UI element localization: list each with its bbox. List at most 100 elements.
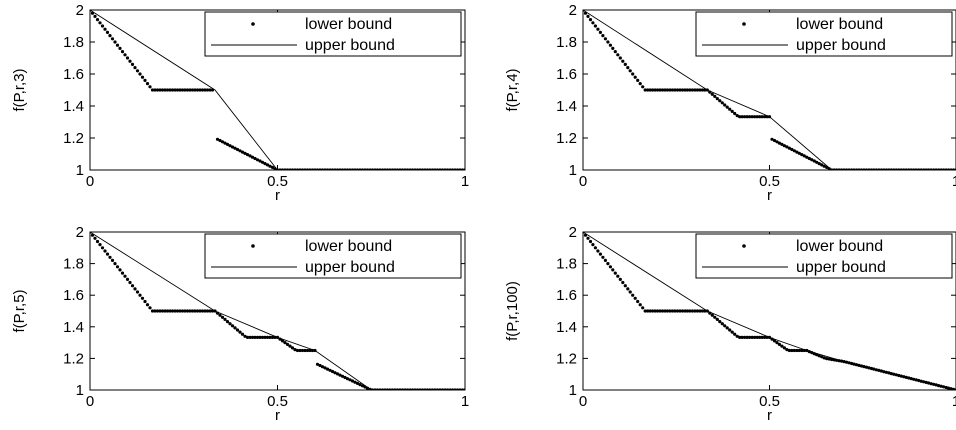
lower-bound-point — [909, 377, 913, 381]
lower-bound-point — [450, 168, 455, 170]
lower-bound-point — [934, 168, 938, 170]
lower-bound-point — [165, 309, 170, 313]
lower-bound-point — [616, 274, 620, 278]
lower-bound-point — [270, 335, 275, 339]
y-tick-label: 1.8 — [63, 34, 84, 51]
lower-bound-point — [628, 69, 632, 73]
lower-bound-point — [148, 85, 152, 89]
lower-bound-point — [118, 268, 122, 272]
lower-bound-point — [680, 309, 685, 313]
lower-bound-point — [631, 293, 635, 297]
lower-bound-point — [180, 309, 185, 313]
lower-bound-point — [633, 75, 637, 79]
lower-bound-point — [792, 149, 797, 153]
lower-bound-point — [463, 168, 465, 170]
lower-bound-point — [153, 88, 157, 92]
lower-bound-point — [145, 303, 150, 307]
lower-bound-point — [917, 378, 921, 383]
lower-bound-point — [777, 141, 782, 145]
lower-bound-point — [665, 88, 670, 92]
lower-bound-point — [238, 149, 242, 153]
lower-bound-point — [448, 168, 452, 170]
lower-bound-point — [435, 168, 440, 170]
lower-bound-point — [735, 114, 739, 118]
y-tick-label: 1.8 — [63, 256, 84, 273]
lower-bound-point — [663, 88, 667, 92]
lower-bound-point — [278, 337, 282, 341]
lower-bound-point — [835, 358, 839, 362]
lower-bound-point — [328, 368, 332, 372]
upper-bound-line — [90, 232, 465, 390]
lower-bound-point — [738, 115, 742, 119]
lower-bound-point — [205, 309, 210, 313]
lower-bound-point — [922, 380, 926, 384]
lower-bound-point — [148, 306, 152, 310]
lower-bound-point — [390, 168, 395, 170]
lower-bound-point — [904, 168, 908, 170]
lower-bound-point — [942, 385, 946, 389]
lower-bound-point — [383, 388, 387, 390]
lower-bound-point — [919, 379, 923, 383]
lower-bound-point — [750, 335, 754, 339]
lower-bound-point — [693, 88, 697, 92]
legend-label-upper: upper bound — [305, 37, 395, 54]
lower-bound-point — [847, 168, 851, 170]
lower-bound-point — [922, 168, 926, 170]
lower-bound-point — [298, 348, 302, 353]
lower-bound-point — [623, 284, 627, 288]
lower-bound-point — [160, 309, 165, 313]
lower-bound-point — [646, 309, 650, 313]
lower-bound-point — [735, 334, 739, 338]
lower-bound-point — [323, 168, 327, 170]
lower-bound-point — [884, 370, 889, 374]
lower-bound-point — [118, 46, 122, 51]
lower-bound-point — [428, 168, 432, 170]
lower-bound-point — [591, 21, 595, 25]
lower-bound-point — [675, 88, 680, 92]
lower-bound-point — [138, 72, 142, 76]
lower-bound-point — [300, 348, 305, 353]
lower-bound-point — [606, 40, 610, 44]
lower-bound-point — [298, 168, 302, 170]
y-tick-label: 1.2 — [63, 130, 84, 147]
x-tick-label: 1 — [461, 173, 469, 190]
y-tick-label: 2 — [76, 2, 84, 19]
x-axis-label: r — [275, 187, 280, 204]
lower-bound-point — [827, 167, 831, 170]
lower-bound-point — [218, 138, 222, 143]
lower-bound-point — [460, 388, 465, 390]
lower-bound-point — [942, 168, 946, 170]
lower-bound-point — [718, 320, 722, 324]
lower-bound-point — [205, 88, 210, 92]
lower-bound-point — [395, 168, 400, 170]
lower-bound-point — [745, 115, 749, 119]
lower-bound-point — [415, 388, 420, 390]
lower-bound-point — [919, 168, 923, 170]
lower-bound-point — [318, 363, 322, 368]
lower-bound-point — [378, 388, 382, 390]
lower-bound-point — [715, 317, 719, 321]
lower-bound-point — [120, 271, 125, 275]
lower-bound-point — [230, 324, 235, 328]
lower-bound-point — [767, 335, 772, 339]
lower-bound-point — [240, 332, 245, 336]
lower-bound-point — [178, 88, 182, 92]
lower-bound-point — [618, 277, 622, 281]
lower-bound-point — [388, 168, 392, 170]
y-tick-label: 1.8 — [556, 256, 577, 273]
y-tick-label: 1.4 — [556, 98, 577, 115]
lower-bound-point — [601, 34, 605, 38]
lower-bound-point — [795, 150, 799, 154]
lower-bound-point — [123, 53, 127, 57]
lower-bound-point — [830, 357, 834, 362]
lower-bound-point — [700, 309, 705, 313]
lower-bound-point — [160, 88, 165, 92]
lower-bound-point — [874, 368, 879, 372]
lower-bound-point — [370, 388, 375, 390]
lower-bound-point — [128, 280, 132, 285]
lower-bound-point — [583, 10, 585, 12]
lower-bound-point — [108, 255, 112, 259]
lower-bound-point — [675, 309, 680, 313]
lower-bound-point — [308, 168, 312, 170]
lower-bound-point — [258, 159, 262, 163]
